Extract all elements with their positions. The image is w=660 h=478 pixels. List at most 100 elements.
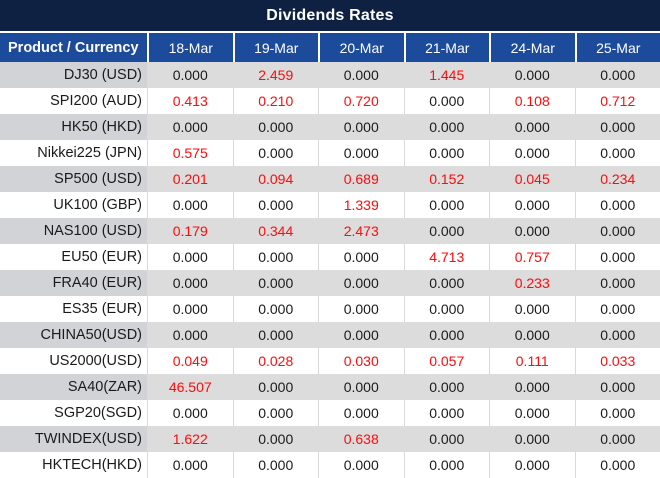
product-cell: SGP20(SGD) xyxy=(0,400,147,426)
header-product-currency: Product / Currency xyxy=(0,33,147,62)
value-cell: 0.000 xyxy=(574,244,660,270)
value-cell: 0.000 xyxy=(574,114,660,140)
value-cell: 0.000 xyxy=(403,140,490,166)
value-cell: 0.000 xyxy=(232,140,319,166)
product-cell: HKTECH(HKD) xyxy=(0,452,147,478)
product-cell: NAS100 (USD) xyxy=(0,218,147,244)
value-cell: 0.000 xyxy=(147,400,233,426)
value-cell: 0.000 xyxy=(403,192,490,218)
value-cell: 0.000 xyxy=(574,270,660,296)
value-cell: 0.000 xyxy=(574,62,660,88)
value-cell: 0.000 xyxy=(232,296,319,322)
value-cell: 4.713 xyxy=(403,244,490,270)
value-cell: 0.234 xyxy=(574,166,660,192)
value-cell: 0.210 xyxy=(232,88,319,114)
value-cell: 0.720 xyxy=(318,88,404,114)
product-cell: US2000(USD) xyxy=(0,348,147,374)
value-cell: 0.049 xyxy=(147,348,233,374)
value-cell: 0.000 xyxy=(403,426,489,452)
table-row: SGP20(SGD) 0.000 0.000 0.000 0.000 0.000 0.000 xyxy=(0,400,660,426)
value-cell: 1.622 xyxy=(147,426,233,452)
value-cell: 0.000 xyxy=(318,244,404,270)
table-row: FRA40 (EUR) 0.000 0.000 0.000 0.000 0.233 0.00… xyxy=(0,270,660,296)
header-date-20-mar: 20-Mar xyxy=(318,33,404,62)
value-cell: 0.000 xyxy=(318,114,404,140)
product-cell: SP500 (USD) xyxy=(0,166,147,192)
value-cell: 1.339 xyxy=(318,192,404,218)
value-cell: 0.000 xyxy=(489,218,575,244)
value-cell: 0.000 xyxy=(318,62,404,88)
product-cell: EU50 (EUR) xyxy=(0,244,147,270)
value-cell: 0.575 xyxy=(147,140,233,166)
value-cell: 0.000 xyxy=(147,452,233,478)
header-date-19-mar: 19-Mar xyxy=(232,33,318,62)
table-title-bar: Dividends Rates xyxy=(0,0,660,33)
value-cell: 0.000 xyxy=(489,322,575,348)
table-row: ES35 (EUR) 0.000 0.000 0.000 0.000 0.000 0.000 xyxy=(0,296,660,322)
value-cell: 0.030 xyxy=(318,348,404,374)
value-cell: 0.000 xyxy=(403,114,489,140)
value-cell: 0.000 xyxy=(232,270,318,296)
value-cell: 0.000 xyxy=(489,192,575,218)
value-cell: 0.000 xyxy=(489,296,575,322)
product-cell: ES35 (EUR) xyxy=(0,296,147,322)
header-date-21-mar: 21-Mar xyxy=(403,33,489,62)
header-date-18-mar: 18-Mar xyxy=(147,33,233,62)
table-row: US2000(USD) 0.049 0.028 0.030 0.057 0.111 0.03… xyxy=(0,348,660,374)
value-cell: 0.000 xyxy=(232,374,318,400)
value-cell: 0.000 xyxy=(403,400,490,426)
product-cell: CHINA50(USD) xyxy=(0,322,147,348)
table-row: UK100 (GBP) 0.000 0.000 1.339 0.000 0.000 0.00… xyxy=(0,192,660,218)
value-cell: 0.000 xyxy=(318,140,404,166)
value-cell: 0.757 xyxy=(489,244,575,270)
product-cell: HK50 (HKD) xyxy=(0,114,147,140)
value-cell: 0.028 xyxy=(232,348,319,374)
value-cell: 0.638 xyxy=(318,426,404,452)
value-cell: 0.152 xyxy=(403,166,489,192)
product-cell: DJ30 (USD) xyxy=(0,62,147,88)
value-cell: 0.000 xyxy=(147,244,233,270)
value-cell: 0.000 xyxy=(574,374,660,400)
value-cell: 0.000 xyxy=(403,452,490,478)
value-cell: 0.000 xyxy=(232,114,318,140)
value-cell: 1.445 xyxy=(403,62,489,88)
header-date-25-mar: 25-Mar xyxy=(574,33,660,62)
value-cell: 0.094 xyxy=(232,166,318,192)
table-row: SP500 (USD) 0.201 0.094 0.689 0.152 0.045 0.23… xyxy=(0,166,660,192)
value-cell: 0.000 xyxy=(147,192,233,218)
header-date-24-mar: 24-Mar xyxy=(489,33,575,62)
table-row: TWINDEX(USD) 1.622 0.000 0.638 0.000 0.000 0.0… xyxy=(0,426,660,452)
value-cell: 0.201 xyxy=(147,166,233,192)
value-cell: 0.000 xyxy=(574,140,660,166)
value-cell: 0.000 xyxy=(232,426,318,452)
table-row: Nikkei225 (JPN) 0.575 0.000 0.000 0.000 0.000… xyxy=(0,140,660,166)
value-cell: 0.000 xyxy=(489,374,575,400)
table-row: SPI200 (AUD) 0.413 0.210 0.720 0.000 0.108 0.7… xyxy=(0,88,660,114)
table-row: HK50 (HKD) 0.000 0.000 0.000 0.000 0.000 0.000 xyxy=(0,114,660,140)
value-cell: 0.000 xyxy=(147,322,233,348)
value-cell: 0.000 xyxy=(318,322,404,348)
value-cell: 0.111 xyxy=(489,348,575,374)
value-cell: 0.000 xyxy=(574,192,660,218)
value-cell: 46.507 xyxy=(147,374,233,400)
table-row: CHINA50(USD) 0.000 0.000 0.000 0.000 0.000 0.0… xyxy=(0,322,660,348)
value-cell: 0.000 xyxy=(489,452,575,478)
value-cell: 0.413 xyxy=(147,88,233,114)
value-cell: 2.459 xyxy=(232,62,318,88)
table-row: HKTECH(HKD) 0.000 0.000 0.000 0.000 0.000 0.00… xyxy=(0,452,660,478)
value-cell: 0.000 xyxy=(318,270,404,296)
value-cell: 0.000 xyxy=(318,452,404,478)
value-cell: 0.000 xyxy=(574,296,660,322)
product-cell: FRA40 (EUR) xyxy=(0,270,147,296)
value-cell: 0.108 xyxy=(489,88,575,114)
product-cell: SA40(ZAR) xyxy=(0,374,147,400)
value-cell: 0.000 xyxy=(403,296,490,322)
value-cell: 0.000 xyxy=(232,192,319,218)
value-cell: 0.000 xyxy=(232,400,319,426)
value-cell: 0.000 xyxy=(147,62,233,88)
value-cell: 0.000 xyxy=(403,270,489,296)
value-cell: 0.000 xyxy=(403,88,490,114)
product-cell: TWINDEX(USD) xyxy=(0,426,147,452)
value-cell: 0.000 xyxy=(318,400,404,426)
